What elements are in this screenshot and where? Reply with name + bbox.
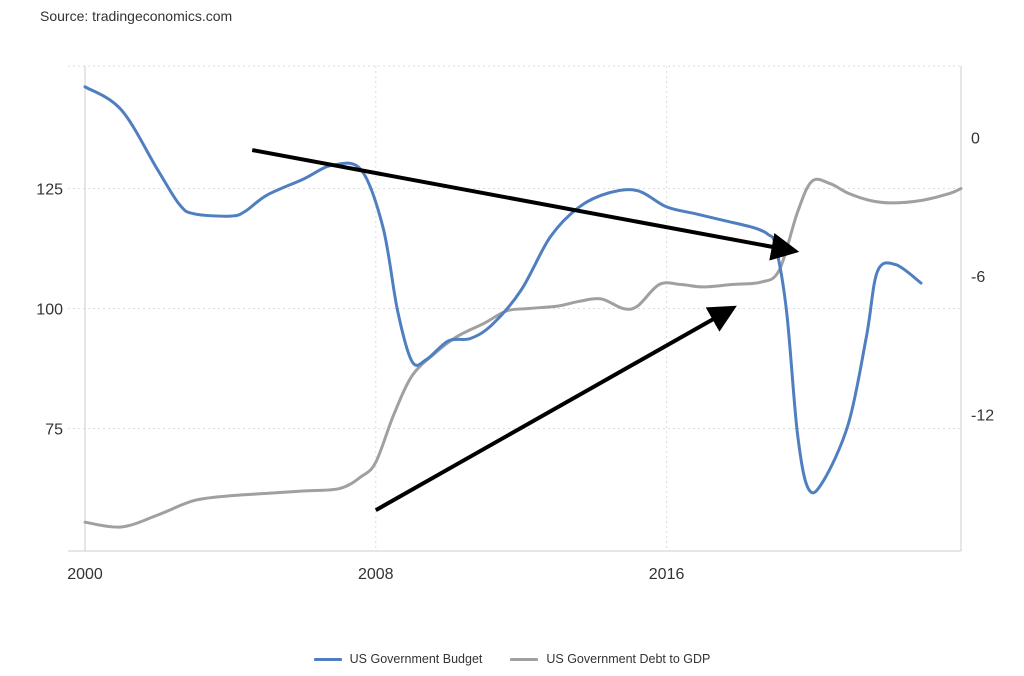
x-tick-label: 2000 <box>67 566 103 583</box>
arrow-downward <box>251 148 800 261</box>
arrow-upward <box>374 305 737 512</box>
series-lines <box>83 85 963 529</box>
legend-item-debt[interactable]: US Government Debt to GDP <box>510 652 710 666</box>
y-right-tick-label: 0 <box>971 131 980 148</box>
annotations <box>251 148 800 512</box>
tick-labels: 75 100 125 -12 -6 0 2000 2008 2016 <box>36 131 994 583</box>
y-left-tick-label: 75 <box>45 422 63 439</box>
source-label: Source: tradingeconomics.com <box>40 8 233 24</box>
x-tick-label: 2008 <box>358 566 394 583</box>
series-line-debt <box>83 177 963 529</box>
y-left-tick-label: 100 <box>36 302 63 319</box>
y-left-tick-label: 125 <box>36 181 63 198</box>
legend-label-debt: US Government Debt to GDP <box>546 652 711 666</box>
x-tick-label: 2016 <box>649 566 685 583</box>
chart-area: 75 100 125 -12 -6 0 2000 2008 2016 <box>36 65 994 583</box>
series-line-budget <box>83 85 923 495</box>
y-right-tick-label: -12 <box>971 408 994 425</box>
legend-item-budget[interactable]: US Government Budget <box>313 652 483 666</box>
y-right-tick-label: -6 <box>971 269 985 286</box>
legend-swatch-budget <box>313 657 342 661</box>
legend: US Government Budget US Government Debt … <box>0 652 1024 666</box>
legend-label-budget: US Government Budget <box>349 652 483 666</box>
legend-swatch-debt <box>510 657 539 661</box>
axes <box>68 66 962 552</box>
